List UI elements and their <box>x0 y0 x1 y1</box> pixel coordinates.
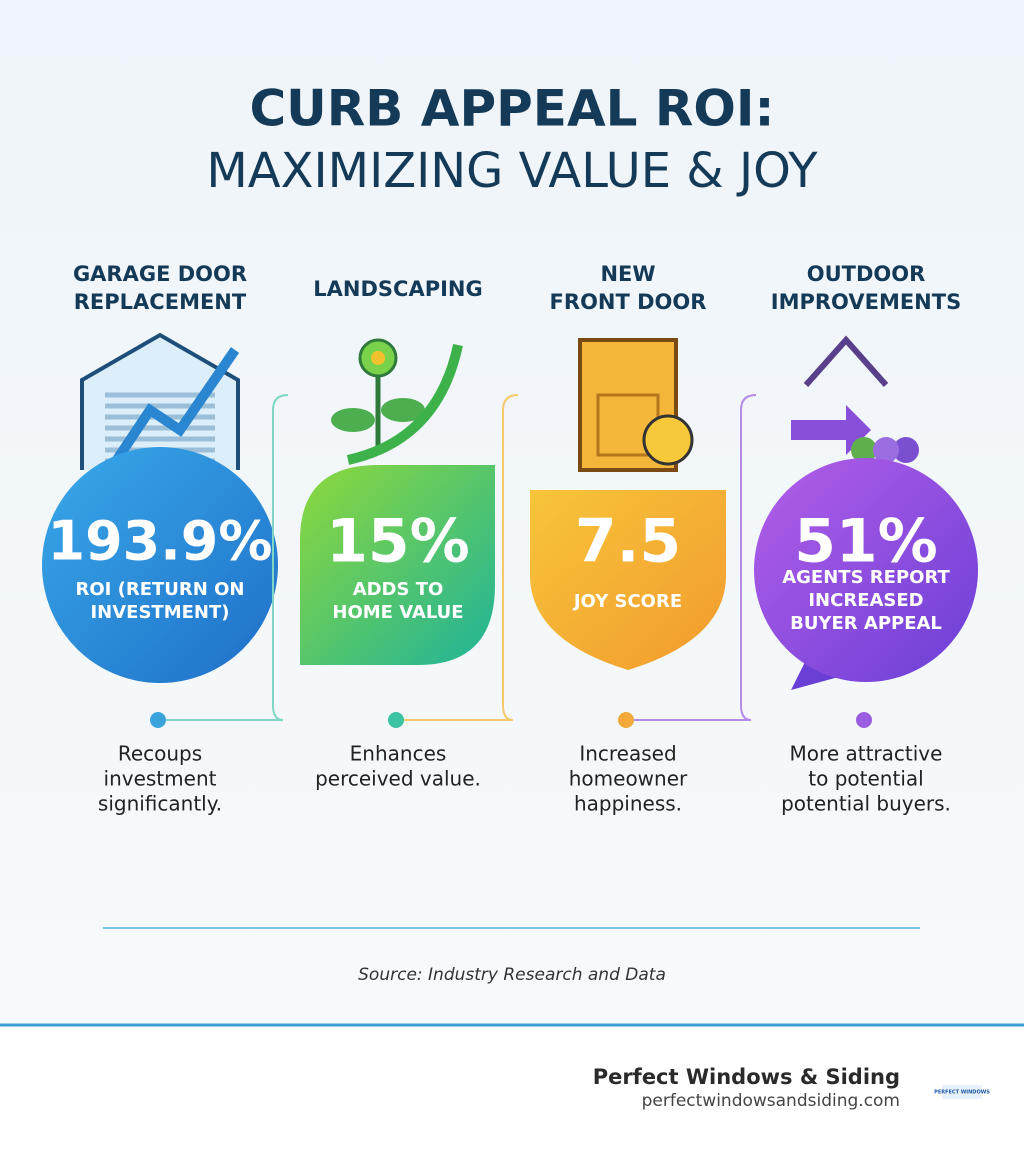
icon-smiley <box>642 414 694 466</box>
card-heading: IMPROVEMENTS <box>771 290 961 314</box>
stat-badge <box>42 447 278 683</box>
card-heading: FRONT DOOR <box>550 290 707 314</box>
icon-arrow <box>791 405 871 455</box>
footer-background <box>0 1025 1024 1154</box>
connector-line <box>634 394 757 721</box>
stat-label: BUYER APPEAL <box>790 613 942 634</box>
connector-dot <box>618 712 634 728</box>
icon-person <box>893 437 919 463</box>
stat-value: 7.5 <box>575 507 681 577</box>
stat-value: 51% <box>794 507 938 577</box>
card-description: happiness. <box>574 792 682 816</box>
icon-person <box>873 437 899 463</box>
card-heading: GARAGE DOOR <box>73 262 247 286</box>
brand-url: perfectwindowsandsiding.com <box>642 1091 900 1111</box>
stat-badge <box>530 490 726 670</box>
stat-badge <box>300 465 495 665</box>
stat-label: INVESTMENT) <box>90 602 229 623</box>
card-description: potential buyers. <box>781 792 951 816</box>
stat-badge <box>754 458 978 682</box>
card-description: Enhances <box>350 742 447 766</box>
connector-dot <box>856 712 872 728</box>
icon-leaf <box>331 408 375 432</box>
card-description: More attractive <box>790 742 943 766</box>
stat-label: ADDS TO <box>353 579 444 600</box>
stat-label: HOME VALUE <box>332 602 463 623</box>
title-line-1: CURB APPEAL ROI: <box>249 80 774 138</box>
connector-dot <box>150 712 166 728</box>
stat-value: 15% <box>326 507 470 577</box>
card-heading: NEW <box>600 262 655 286</box>
logo-text: PERFECT WINDOWS <box>934 1090 990 1096</box>
icon-garage <box>80 332 240 470</box>
source: Source: Industry Research and Data <box>358 965 666 985</box>
connector-dot <box>388 712 404 728</box>
stat-label: AGENTS REPORT <box>782 567 950 588</box>
icon-leaf <box>381 398 425 422</box>
stat-badge-tail <box>791 660 846 690</box>
card-description: Recoups <box>118 742 202 766</box>
card-description: perceived value. <box>315 767 481 791</box>
icon-person <box>851 437 877 463</box>
card-description: investment <box>104 767 217 791</box>
icon-arrow <box>105 347 240 473</box>
icon-arrow <box>346 343 463 465</box>
icon-flower-center <box>371 351 385 365</box>
card-description: Increased <box>579 742 676 766</box>
card-heading: OUTDOOR <box>807 262 926 286</box>
card-heading: REPLACEMENT <box>74 290 247 314</box>
card-description: homeowner <box>569 767 688 791</box>
card-description: to potential <box>808 767 923 791</box>
stat-value: 193.9% <box>48 510 273 573</box>
card-heading: LANDSCAPING <box>313 277 482 301</box>
icon-house <box>803 335 889 387</box>
brand-name: Perfect Windows & Siding <box>593 1065 900 1089</box>
stat-label: ROI (RETURN ON <box>76 579 245 600</box>
title-line-2: MAXIMIZING VALUE & JOY <box>206 143 818 199</box>
stat-label: JOY SCORE <box>572 591 682 612</box>
logo <box>942 1085 982 1099</box>
connector-line <box>166 394 289 721</box>
stat-label: INCREASED <box>808 590 923 611</box>
card-description: significantly. <box>98 792 222 816</box>
connector-line <box>404 394 519 721</box>
cards: GARAGE DOOR REPLACEMENT 193.9% ROI (RETURN … <box>42 262 978 816</box>
